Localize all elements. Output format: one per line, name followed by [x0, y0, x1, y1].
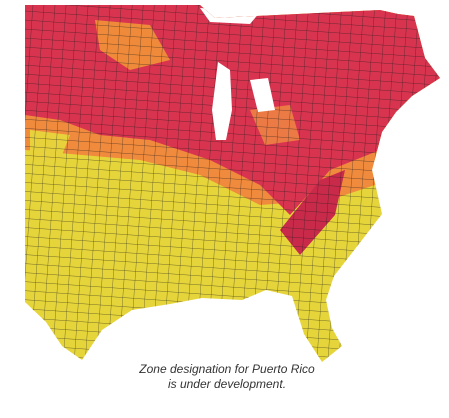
lake-michigan	[212, 62, 232, 140]
caption-line: is under development.	[168, 377, 286, 391]
caption-line: Zone designation for Puerto Rico	[138, 362, 315, 376]
lake-huron	[250, 78, 275, 112]
